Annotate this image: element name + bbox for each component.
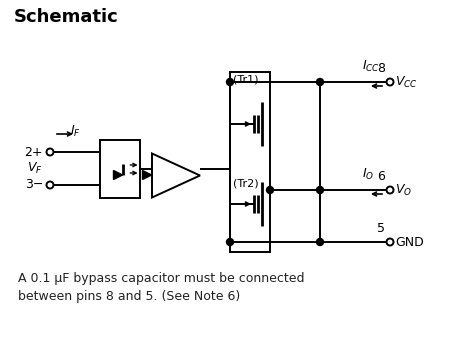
- Text: (Tr1): (Tr1): [233, 75, 259, 85]
- Text: $I_O$: $I_O$: [362, 166, 374, 182]
- Text: 3−: 3−: [25, 179, 43, 192]
- Text: Schematic: Schematic: [14, 8, 119, 26]
- Text: 8: 8: [377, 63, 385, 75]
- Circle shape: [226, 238, 234, 246]
- Text: 6: 6: [377, 171, 385, 183]
- Circle shape: [226, 78, 234, 86]
- Polygon shape: [142, 171, 151, 180]
- Text: $V_F$: $V_F$: [27, 161, 43, 176]
- Circle shape: [267, 186, 274, 193]
- Text: $I_F$: $I_F$: [70, 124, 80, 139]
- Text: $V_{CC}$: $V_{CC}$: [395, 74, 418, 89]
- Circle shape: [317, 186, 324, 193]
- Text: GND: GND: [395, 236, 424, 248]
- Text: $I_{CC}$: $I_{CC}$: [362, 58, 380, 74]
- Circle shape: [317, 78, 324, 86]
- Circle shape: [317, 238, 324, 246]
- Bar: [230, 72, 270, 252]
- Polygon shape: [152, 153, 200, 197]
- Text: A 0.1 μF bypass capacitor must be connected
between pins 8 and 5. (See Note 6): A 0.1 μF bypass capacitor must be connec…: [18, 272, 304, 303]
- Text: (Tr2): (Tr2): [233, 178, 259, 188]
- Polygon shape: [113, 171, 122, 180]
- Text: $V_O$: $V_O$: [395, 182, 412, 197]
- Bar: [100, 140, 140, 198]
- Text: 2+: 2+: [24, 146, 43, 159]
- Text: 5: 5: [377, 223, 385, 236]
